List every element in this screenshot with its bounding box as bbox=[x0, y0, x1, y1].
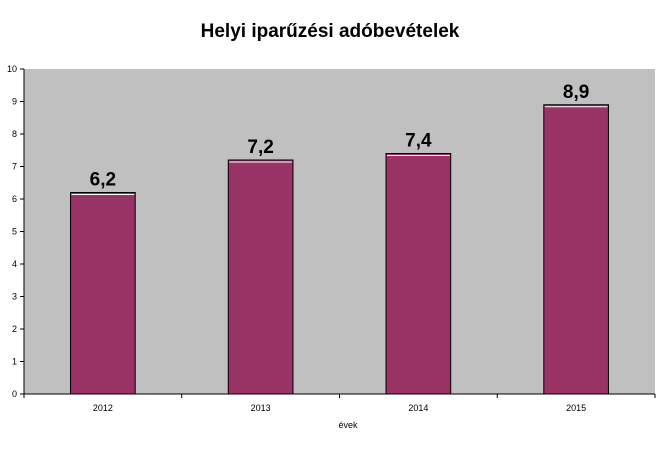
y-tick-label: 5 bbox=[12, 227, 17, 237]
y-axis: 0 1 2 3 4 5 6 7 8 9 10 bbox=[7, 64, 24, 399]
bar-2014 bbox=[385, 153, 452, 395]
y-tick-label: 7 bbox=[12, 162, 17, 172]
x-tick-label: 2012 bbox=[93, 403, 113, 413]
data-label-2013: 7,2 bbox=[247, 137, 273, 158]
x-axis: 2012 2013 2014 2015 bbox=[23, 394, 656, 413]
y-tick-label: 10 bbox=[7, 64, 17, 74]
bar-2013 bbox=[227, 159, 294, 395]
data-label-group: 6,2 7,2 7,4 8,9 bbox=[90, 82, 590, 191]
bar-series bbox=[70, 104, 609, 395]
bar-2015 bbox=[543, 104, 609, 395]
y-tick-label: 6 bbox=[12, 194, 17, 204]
chart-title: Helyi iparűzési adóbevételek bbox=[201, 21, 460, 42]
data-label-2012: 6,2 bbox=[90, 170, 116, 191]
x-tick-label: 2013 bbox=[251, 403, 271, 413]
bar-2012 bbox=[70, 192, 136, 395]
y-tick-label: 4 bbox=[12, 259, 17, 269]
data-label-2015: 8,9 bbox=[563, 82, 589, 103]
y-tick-label: 8 bbox=[12, 129, 17, 139]
x-axis-title: évek bbox=[338, 420, 358, 430]
y-tick-label: 3 bbox=[12, 292, 17, 302]
y-tick-label: 1 bbox=[12, 357, 17, 367]
x-tick-label: 2015 bbox=[566, 403, 586, 413]
x-tick-label: 2014 bbox=[408, 403, 428, 413]
y-tick-label: 9 bbox=[12, 97, 17, 107]
y-tick-label: 0 bbox=[12, 389, 17, 399]
y-tick-label: 2 bbox=[12, 324, 17, 334]
data-label-2014: 7,4 bbox=[405, 131, 432, 152]
